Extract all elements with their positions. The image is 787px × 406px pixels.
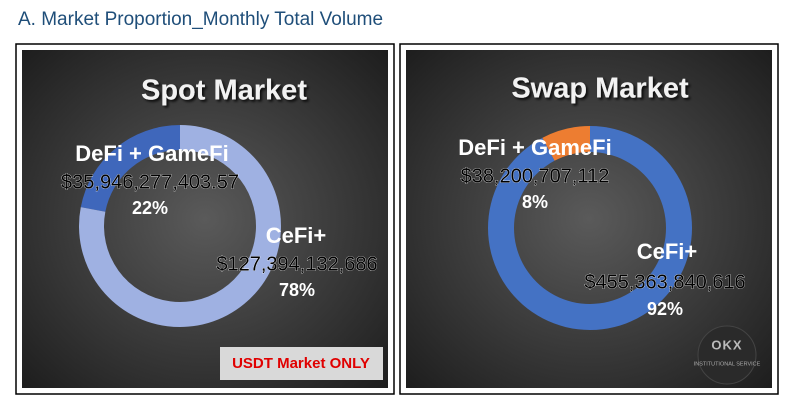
percent-label: 78% (279, 280, 315, 300)
category-label: CeFi+ (266, 223, 327, 248)
logo-badge (697, 325, 757, 385)
chart-title: Swap Market (511, 73, 689, 105)
donut-slice (542, 126, 590, 161)
value-label: $455,363,840,616 (584, 271, 745, 293)
category-label: DeFi + GameFi (458, 135, 611, 160)
note: USDT Market ONLY (232, 355, 370, 372)
percent-label: 22% (132, 198, 168, 218)
category-label: DeFi + GameFi (75, 141, 228, 166)
page-title: A. Market Proportion_Monthly Total Volum… (18, 9, 383, 30)
category-label: CeFi+ (637, 239, 698, 264)
logo-text: INSTITUTIONAL SERVICE (694, 361, 761, 367)
chart-title: Spot Market (141, 75, 307, 107)
value-label: $127,394,132,686 (216, 253, 377, 275)
note-box (220, 347, 383, 380)
value-label: $38,200,707,112 (461, 165, 610, 187)
donut-slice (80, 125, 180, 212)
charts: Spot Market DeFi + GameFi $35,946,277,403.… (61, 73, 746, 331)
percent-label: 8% (522, 192, 548, 212)
percent-label: 92% (647, 299, 683, 319)
value-label: $35,946,277,403.57 (61, 171, 239, 193)
logo-mark: OKX (711, 337, 742, 352)
